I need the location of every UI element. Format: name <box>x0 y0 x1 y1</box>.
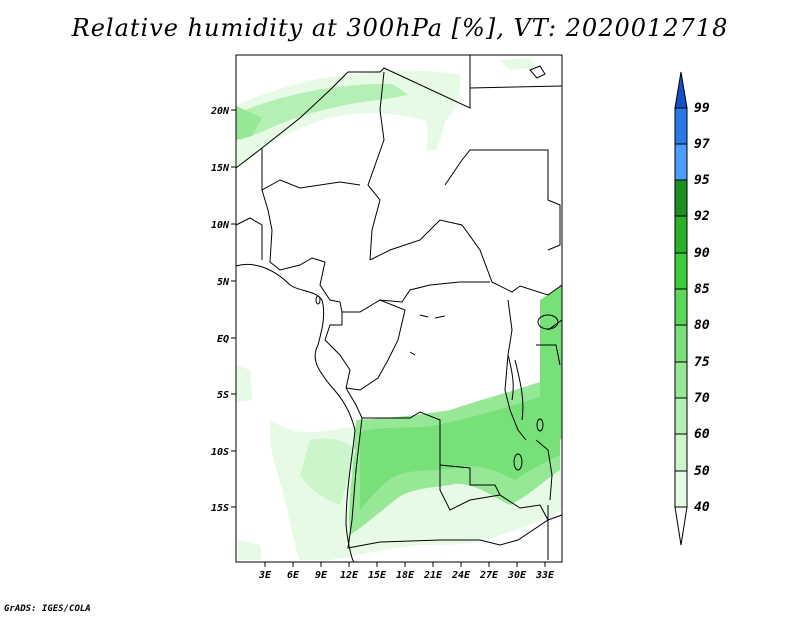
lon-label: 21E <box>423 570 443 581</box>
colorbar-swatch <box>674 252 688 290</box>
colorbar-swatch <box>674 433 688 472</box>
lake-victoria <box>537 314 559 330</box>
lon-label: 6E <box>287 570 300 581</box>
colorbar-swatch <box>674 397 688 435</box>
lon-label: 15E <box>368 570 387 581</box>
colorbar-bottom-arrow <box>674 506 688 546</box>
humidity-shading <box>236 58 562 560</box>
lat-axis <box>231 109 236 508</box>
colorbar <box>674 71 688 546</box>
lat-label: 10N <box>211 220 230 231</box>
colorbar-label: 92 <box>694 209 710 224</box>
lat-label: EQ <box>217 334 229 345</box>
lon-label: 30E <box>507 570 527 581</box>
colorbar-label: 97 <box>694 137 710 152</box>
colorbar-swatch <box>674 215 688 254</box>
lon-label: 3E <box>258 570 272 581</box>
lat-labels: 20N 15N 10N 5N EQ 5S 10S 15S <box>210 106 230 514</box>
lat-label: 15N <box>211 163 230 174</box>
colorbar-label: 80 <box>694 318 710 333</box>
colorbar-swatch <box>674 143 688 181</box>
lon-label: 18E <box>396 570 415 581</box>
lat-label: 5N <box>217 277 230 288</box>
humidity-band-north-core <box>240 83 420 140</box>
colorbar-swatch <box>674 470 688 508</box>
colorbar-top-arrow <box>674 71 688 109</box>
colorbar-label: 95 <box>694 173 710 188</box>
lon-labels: 3E 6E 9E 12E 15E 18E 21E 24E 27E 30E 33E <box>258 570 555 581</box>
lat-label: 20N <box>210 106 230 117</box>
lon-label: 27E <box>479 570 499 581</box>
colorbar-label: 70 <box>694 391 710 406</box>
colorbar-swatch <box>674 361 688 399</box>
colorbar-label: 90 <box>694 246 710 261</box>
lon-label: 12E <box>340 570 359 581</box>
lon-label: 33E <box>535 570 555 581</box>
coastline <box>235 263 356 563</box>
lon-label: 9E <box>315 570 328 581</box>
lakes <box>315 65 559 471</box>
lat-label: 15S <box>211 503 229 514</box>
colorbar-label: 60 <box>694 427 710 442</box>
lon-label: 24E <box>451 570 471 581</box>
colorbar-labels: 99 97 95 92 90 85 80 75 70 60 50 40 <box>694 101 710 515</box>
colorbar-label: 40 <box>694 500 710 515</box>
country-borders <box>235 55 563 563</box>
colorbar-label: 85 <box>694 282 710 297</box>
grads-credit: GrADS: IGES/COLA <box>4 604 91 614</box>
colorbar-swatch <box>674 324 688 363</box>
lat-label: 10S <box>211 447 229 458</box>
lon-axis <box>264 562 546 567</box>
colorbar-label: 50 <box>694 464 710 479</box>
map-title: Relative humidity at 300hPa [%], VT: 202… <box>71 14 729 42</box>
colorbar-label: 75 <box>694 355 710 370</box>
colorbar-label: 99 <box>694 101 710 116</box>
map-frame <box>235 54 563 563</box>
colorbar-swatch <box>674 179 688 217</box>
colorbar-swatch <box>674 288 688 326</box>
lat-label: 5S <box>217 390 229 401</box>
colorbar-swatch <box>674 107 688 145</box>
